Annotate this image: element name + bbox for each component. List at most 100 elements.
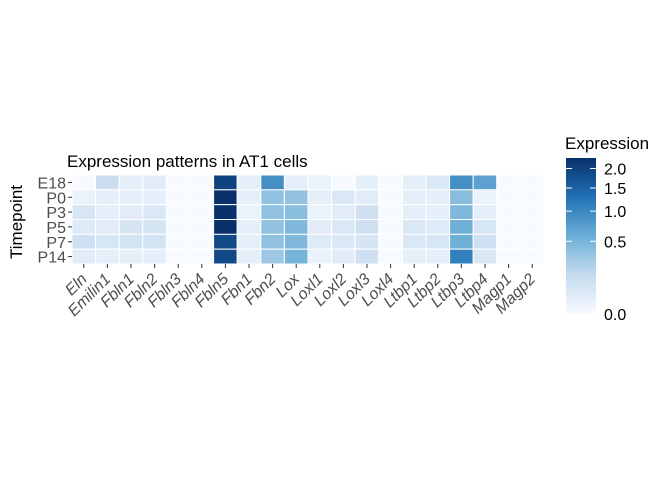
heatmap-cell [354, 248, 380, 265]
legend-tick-label: 2.0 [604, 162, 626, 179]
heatmap-cell [71, 174, 97, 191]
legend-title: Expression [565, 134, 649, 153]
heatmap-cell [472, 204, 498, 221]
heatmap-cell [496, 204, 521, 221]
heatmap-cell [496, 174, 521, 191]
y-tick-label: P14 [38, 250, 67, 267]
heatmap-cell [118, 204, 144, 221]
heatmap-cell [118, 248, 144, 265]
heatmap-cell [378, 204, 403, 221]
heatmap-cell [519, 233, 545, 250]
heatmap-cell [189, 219, 215, 235]
heatmap-cell [401, 248, 427, 265]
heatmap-cell [331, 189, 356, 206]
legend-colorbar [566, 158, 596, 314]
heatmap-cell [165, 189, 191, 206]
heatmap-cell [283, 189, 309, 206]
heatmap-cell [472, 219, 498, 235]
y-tick-label: P0 [46, 190, 66, 207]
heatmap-cell [236, 248, 262, 265]
heatmap-cell [71, 248, 97, 265]
heatmap-cell [401, 204, 427, 221]
heatmap-cell [95, 189, 120, 206]
heatmap-cell [165, 204, 191, 221]
heatmap-cell [378, 233, 403, 250]
heatmap-cell [118, 219, 144, 235]
heatmap-cell [331, 204, 356, 221]
heatmap-cell [142, 204, 167, 221]
heatmap-cell [449, 189, 474, 206]
heatmap-cell [189, 174, 215, 191]
heatmap-cell [425, 189, 451, 206]
heatmap-cell [142, 174, 167, 191]
y-axis-title: Timepoint [7, 185, 26, 259]
legend-tick-label: 0.0 [604, 307, 626, 324]
heatmap-cell [213, 174, 238, 191]
heatmap-cell [71, 189, 97, 206]
heatmap-cell [213, 233, 238, 250]
heatmap-cell [142, 248, 167, 265]
heatmap-cell [425, 174, 451, 191]
heatmap-cell [165, 248, 191, 265]
heatmap-cell [236, 233, 262, 250]
heatmap-cell [236, 219, 262, 235]
heatmap-cell [95, 248, 120, 265]
heatmap-cell [95, 233, 120, 250]
heatmap-cell [189, 248, 215, 265]
heatmap-cell [307, 204, 333, 221]
heatmap-cell [401, 219, 427, 235]
heatmap-cell [118, 189, 144, 206]
y-tick-label: P5 [46, 220, 66, 237]
heatmap-cell [519, 174, 545, 191]
heatmap-cell [401, 174, 427, 191]
heatmap-cell [165, 219, 191, 235]
heatmap-cell [95, 204, 120, 221]
heatmap-cell [519, 248, 545, 265]
heatmap-cell [283, 204, 309, 221]
heatmap-cell [378, 174, 403, 191]
legend-tick-label: 0.5 [604, 234, 626, 251]
heatmap-cell [189, 204, 215, 221]
heatmap-cell [260, 204, 285, 221]
heatmap-cell [496, 189, 521, 206]
x-axis: ElnEmilin1Fbln1Fbln2Fbln3Fbln4Fbln5Fbn1F… [62, 264, 539, 320]
heatmap-cell [95, 219, 120, 235]
heatmap-cell [425, 233, 451, 250]
heatmap-cell [401, 233, 427, 250]
heatmap-cell [519, 189, 545, 206]
heatmap-cell [519, 219, 545, 235]
heatmap-cell [213, 248, 238, 265]
heatmap-cell [189, 189, 215, 206]
heatmap-cell [378, 248, 403, 265]
heatmap-cell [331, 219, 356, 235]
heatmap-cell [354, 233, 380, 250]
y-tick-label: P3 [46, 205, 66, 222]
heatmap-cell [283, 219, 309, 235]
heatmap-cell [307, 174, 333, 191]
heatmap-cell [165, 233, 191, 250]
legend-tick-label: 1.0 [604, 204, 626, 221]
heatmap-cell [307, 248, 333, 265]
heatmap-cell [260, 219, 285, 235]
heatmap-cell [213, 204, 238, 221]
chart-title: Expression patterns in AT1 cells [67, 152, 308, 171]
heatmap-cell [519, 204, 545, 221]
heatmap-cell [472, 189, 498, 206]
heatmap-cell [236, 189, 262, 206]
heatmap-cell [378, 189, 403, 206]
heatmap-cell [307, 189, 333, 206]
heatmap-cell [260, 248, 285, 265]
heatmap-cell [449, 233, 474, 250]
heatmap-cell [260, 174, 285, 191]
heatmap-cell [425, 204, 451, 221]
heatmap-cell [354, 219, 380, 235]
heatmap-cell [95, 174, 120, 191]
heatmap-cell [283, 233, 309, 250]
heatmap-cell [213, 189, 238, 206]
heatmap-cell [165, 174, 191, 191]
heatmap-cell [331, 174, 356, 191]
heatmap-cell [189, 233, 215, 250]
heatmap-cell [283, 174, 309, 191]
heatmap-cell [142, 219, 167, 235]
